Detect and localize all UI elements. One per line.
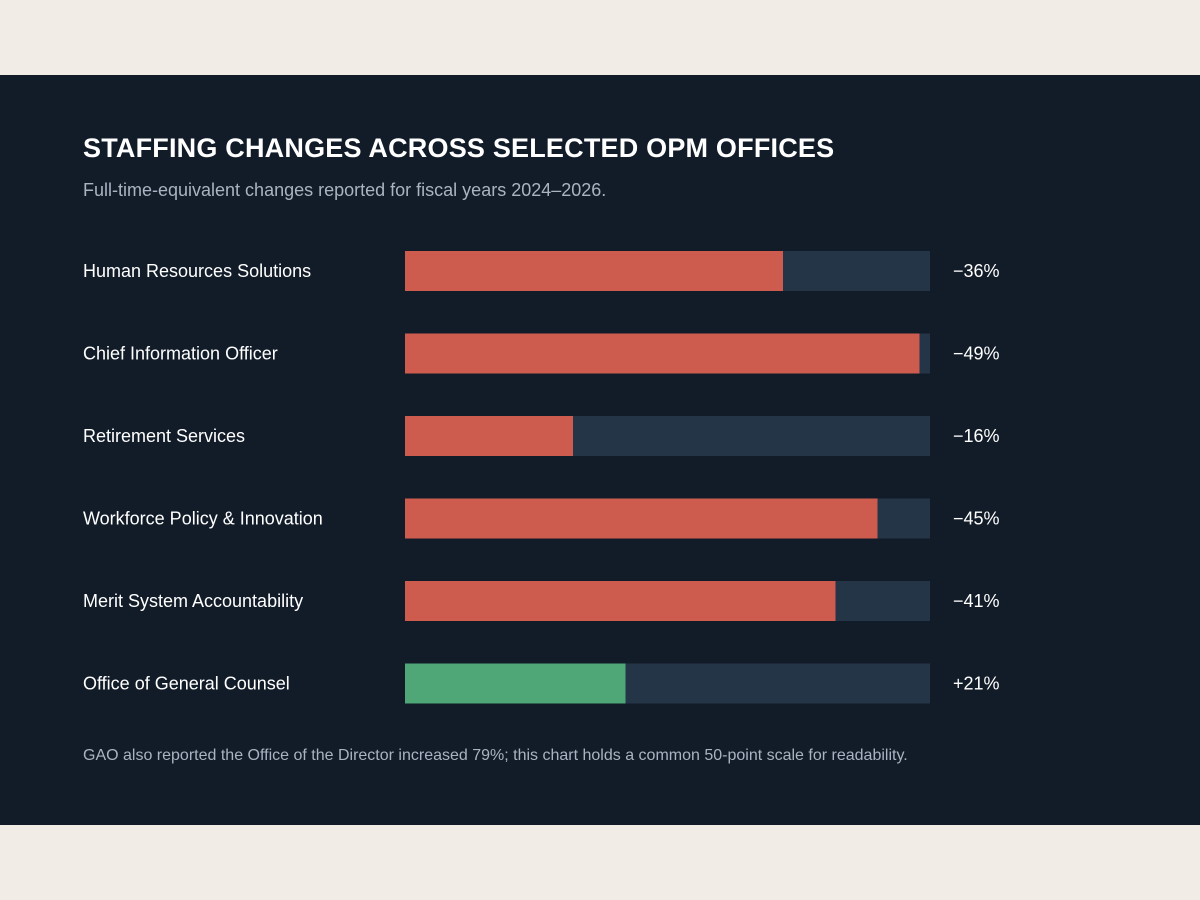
chart-panel: STAFFING CHANGES ACROSS SELECTED OPM OFF… [0, 75, 1200, 825]
value-label: −41% [953, 591, 1000, 611]
value-label: −16% [953, 426, 1000, 446]
bar-decrease [405, 416, 573, 456]
category-label: Workforce Policy & Innovation [83, 509, 323, 529]
chart-title: STAFFING CHANGES ACROSS SELECTED OPM OFF… [83, 133, 835, 163]
chart-footnote: GAO also reported the Office of the Dire… [83, 747, 908, 764]
bar-decrease [405, 581, 836, 621]
category-label: Chief Information Officer [83, 344, 278, 364]
bar-row: Human Resources Solutions −36% [83, 251, 1000, 291]
bar-row: Office of General Counsel +21% [83, 663, 1000, 704]
category-label: Office of General Counsel [83, 674, 290, 694]
bar-decrease [405, 251, 783, 291]
value-label: −45% [953, 509, 1000, 529]
bar-row: Workforce Policy & Innovation −45% [83, 498, 1000, 539]
bar-row: Chief Information Officer −49% [83, 333, 1000, 374]
value-label: +21% [953, 674, 1000, 694]
bar-chart: Human Resources Solutions −36% Chief Infor… [83, 251, 1000, 704]
category-label: Retirement Services [83, 426, 245, 446]
bar-row: Retirement Services −16% [83, 416, 1000, 456]
category-label: Human Resources Solutions [83, 261, 311, 281]
bar-increase [405, 663, 626, 704]
category-label: Merit System Accountability [83, 591, 303, 611]
bar-decrease [405, 498, 878, 539]
chart-subtitle: Full-time-equivalent changes reported fo… [83, 180, 607, 200]
value-label: −49% [953, 344, 1000, 364]
value-label: −36% [953, 261, 1000, 281]
bar-decrease [405, 333, 920, 374]
bar-row: Merit System Accountability −41% [83, 581, 1000, 621]
